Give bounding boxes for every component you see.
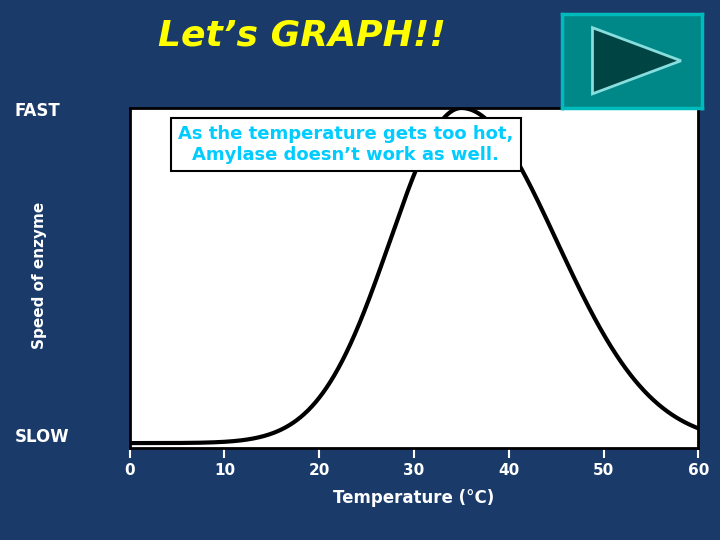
Polygon shape (593, 28, 681, 94)
Text: As the temperature gets too hot,
Amylase doesn’t work as well.: As the temperature gets too hot, Amylase… (178, 125, 513, 164)
Text: Speed of enzyme: Speed of enzyme (32, 202, 47, 349)
Text: SLOW: SLOW (14, 428, 69, 447)
Text: Let’s GRAPH!!: Let’s GRAPH!! (158, 18, 446, 52)
Text: FAST: FAST (14, 102, 60, 120)
X-axis label: Temperature (°C): Temperature (°C) (333, 489, 495, 507)
